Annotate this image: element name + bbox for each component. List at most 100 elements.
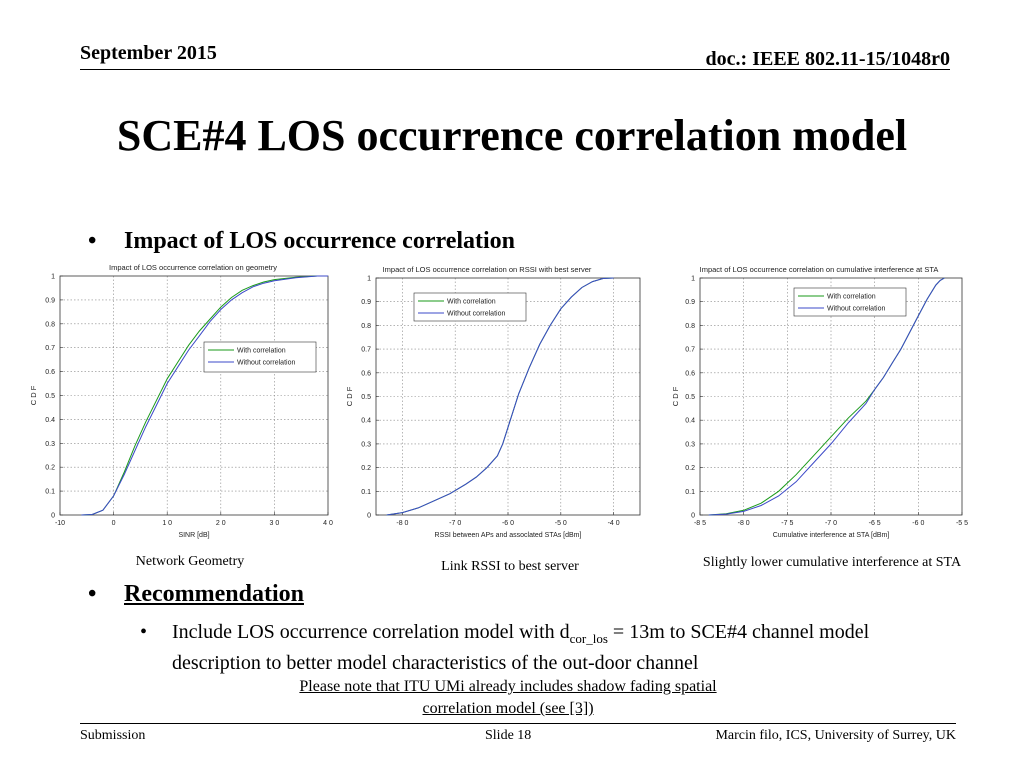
caption-chart-geometry: Network Geometry <box>135 554 245 569</box>
y-tick-label: 0.8 <box>45 321 55 328</box>
y-tick-label: 0.9 <box>685 299 695 306</box>
x-tick-label: 2 0 <box>216 520 226 527</box>
y-tick-label: 0.6 <box>685 370 695 377</box>
header-divider <box>80 69 950 70</box>
y-tick-label: 1 <box>51 274 55 281</box>
sub-bullet-dot-icon: • <box>140 621 148 643</box>
caption-chart-rssi: Link RSSI to best server <box>441 559 579 574</box>
caption-chart-interference: Slightly lower cumulative interference a… <box>702 555 962 570</box>
y-tick-label: 0.1 <box>361 489 371 496</box>
y-axis-label: C D F <box>671 386 680 406</box>
itu-note-line1: Please note that ITU UMi already include… <box>299 678 717 695</box>
x-tick-label: -8 0 <box>396 520 408 527</box>
y-tick-label: 0.8 <box>685 323 695 330</box>
footer-divider <box>80 723 956 724</box>
y-tick-label: 0.5 <box>361 394 371 401</box>
y-tick-label: 0.7 <box>685 347 695 354</box>
legend-box <box>203 341 317 373</box>
y-tick-label: 0.4 <box>45 417 55 424</box>
footer-slide-number: Slide 18 <box>485 728 532 743</box>
x-tick-label: -6 0 <box>502 520 514 527</box>
x-tick-label: -6 5 <box>869 520 881 527</box>
chart-title: Impact of LOS occurrence correlation on … <box>109 263 277 272</box>
sub-bullet-include: • Include LOS occurrence correlation mod… <box>140 620 926 675</box>
y-tick-label: 0.7 <box>361 347 371 354</box>
legend-label: Without correlation <box>827 306 885 313</box>
x-axis-label: RSSI between APs and assoclated STAs [dB… <box>435 532 582 539</box>
x-tick-label: 1 0 <box>162 520 172 527</box>
y-tick-label: 0.9 <box>361 299 371 306</box>
plot-frame <box>699 277 963 516</box>
plot-frame <box>375 277 641 516</box>
y-tick-label: 0.3 <box>361 441 371 448</box>
x-tick-label: 0 <box>112 520 116 527</box>
sub-bullet-subscript: cor_los <box>569 631 608 646</box>
x-tick-label: -5 5 <box>956 520 968 527</box>
y-tick-label: 0.9 <box>45 297 55 304</box>
y-axis-label: C D F <box>29 385 38 405</box>
itu-note[interactable]: Please note that ITU UMi already include… <box>238 676 778 720</box>
y-tick-label: 0.2 <box>361 465 371 472</box>
x-axis-label: Cumulative interference at STA [dBm] <box>773 532 890 539</box>
chart-rssi: Impact of LOS occurrence correlation on … <box>345 265 641 539</box>
x-tick-label: -8 0 <box>738 520 750 527</box>
bullet-recommendation: • Recommendation <box>88 581 304 608</box>
y-tick-label: 0.4 <box>361 418 371 425</box>
y-tick-label: 0.3 <box>45 441 55 448</box>
y-tick-label: 0 <box>691 513 695 520</box>
bullet-dot-icon: • <box>88 228 97 254</box>
legend-box <box>793 287 907 317</box>
sub-bullet-prefix: Include LOS occurrence correlation model… <box>172 621 570 643</box>
y-axis-label: C D F <box>345 386 354 406</box>
sub-bullet-suffix: = 13m to SCE#4 channel model description… <box>172 621 870 674</box>
legend-label: With correlation <box>237 348 286 355</box>
footer-submission: Submission <box>80 728 146 743</box>
plot-frame <box>59 275 329 516</box>
slide-title: SCE#4 LOS occurrence correlation model <box>116 111 908 160</box>
y-tick-label: 0.5 <box>45 393 55 400</box>
series-line-without-correlation <box>81 275 328 516</box>
itu-note-line2: correlation model (see [3]) <box>422 700 594 717</box>
x-tick-label: -10 <box>55 520 65 527</box>
y-tick-label: 0.1 <box>45 489 55 496</box>
x-tick-label: -7 5 <box>781 520 793 527</box>
x-tick-label: -8 5 <box>694 520 706 527</box>
y-tick-label: 0.6 <box>361 370 371 377</box>
sub-bullet-text: Include LOS occurrence correlation model… <box>146 620 926 675</box>
chart-title: Impact of LOS occurrence correlation on … <box>383 265 592 274</box>
x-tick-label: -7 0 <box>449 520 461 527</box>
y-tick-label: 0.4 <box>685 418 695 425</box>
x-tick-label: -6 0 <box>912 520 924 527</box>
legend-box <box>413 292 527 322</box>
x-tick-label: 3 0 <box>270 520 280 527</box>
y-tick-label: 0.6 <box>45 369 55 376</box>
y-tick-label: 0 <box>367 513 371 520</box>
y-tick-label: 0.2 <box>45 465 55 472</box>
footer-author: Marcin filo, ICS, University of Surrey, … <box>715 728 956 743</box>
bullet-recommendation-text: Recommendation <box>124 581 304 607</box>
y-tick-label: 1 <box>691 276 695 283</box>
series-line-without-correlation <box>708 277 945 516</box>
x-tick-label: -7 0 <box>825 520 837 527</box>
x-axis-label: SINR [dB] <box>178 532 209 539</box>
y-tick-label: 0 <box>51 513 55 520</box>
legend-label: With correlation <box>447 299 496 306</box>
bullet-dot-icon: • <box>88 581 97 607</box>
legend-label: With correlation <box>827 294 876 301</box>
y-tick-label: 1 <box>367 276 371 283</box>
y-tick-label: 0.7 <box>45 345 55 352</box>
bullet-impact: • Impact of LOS occurrence correlation <box>88 228 515 255</box>
y-tick-label: 0.3 <box>685 441 695 448</box>
chart-geometry: Impact of LOS occurrence correlation on … <box>29 263 333 539</box>
series-line-without-correlation <box>386 277 614 516</box>
series-line-with-correlation <box>81 275 328 516</box>
legend-label: Without correlation <box>237 360 295 367</box>
header-doc-id: doc.: IEEE 802.11-15/1048r0 <box>705 48 950 70</box>
x-tick-label: -5 0 <box>555 520 567 527</box>
chart-interference: Impact of LOS occurrence correlation on … <box>671 265 968 539</box>
y-tick-label: 0.5 <box>685 394 695 401</box>
x-tick-label: 4 0 <box>323 520 333 527</box>
y-tick-label: 0.8 <box>361 323 371 330</box>
bullet-impact-text: Impact of LOS occurrence correlation <box>124 228 516 254</box>
y-tick-label: 0.1 <box>685 489 695 496</box>
